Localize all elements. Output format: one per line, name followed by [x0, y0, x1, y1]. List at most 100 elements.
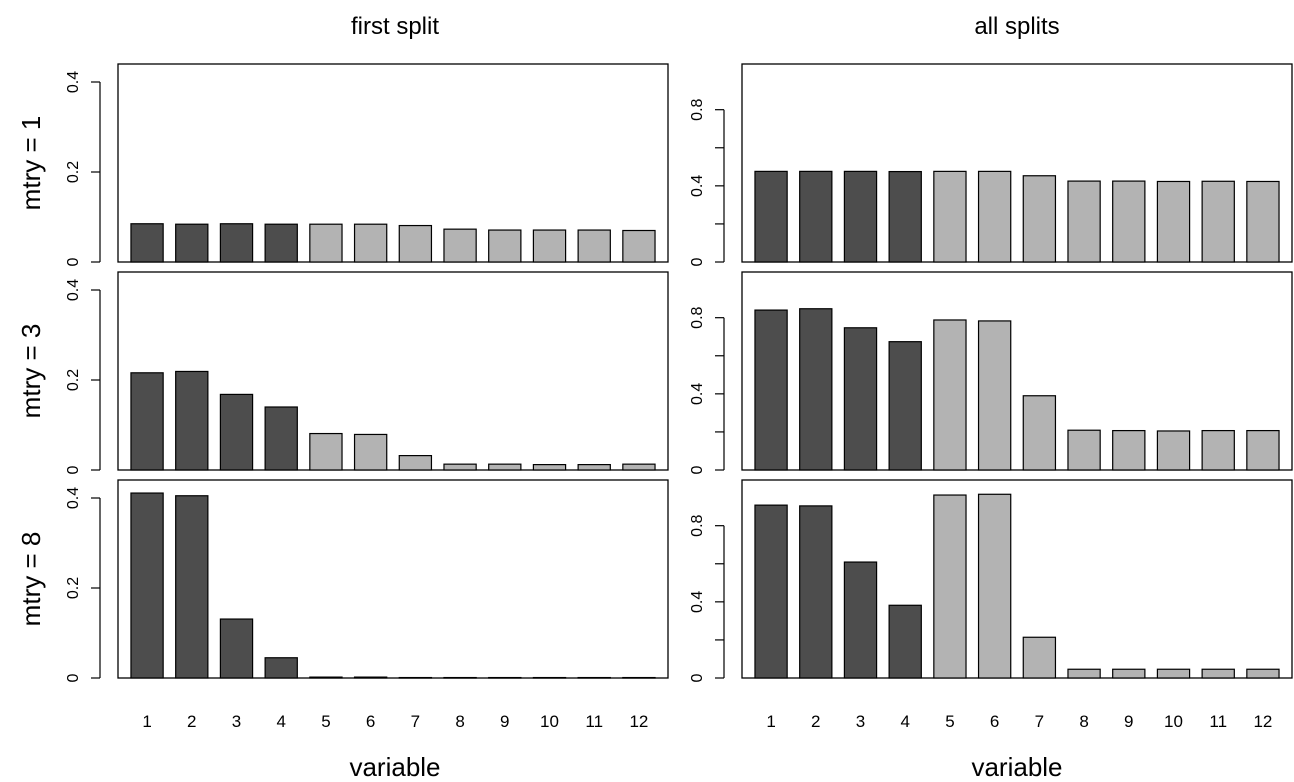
bar-variable-9 [488, 676, 522, 679]
bar-variable-6 [353, 676, 388, 679]
panel-first-split-row-2: 0 0.2 0.4 [65, 271, 669, 474]
x-tick-label: 10 [540, 712, 559, 731]
bar-variable-11 [1201, 180, 1235, 263]
bar-variable-7 [398, 676, 433, 679]
y-tick-label: 0.2 [65, 577, 82, 599]
bar-variable-6 [977, 493, 1012, 679]
row-label-mtry-8: mtry = 8 [16, 532, 46, 627]
bar-variable-8 [1067, 668, 1101, 679]
x-tick-label: 3 [232, 712, 241, 731]
y-tick-label: 0 [689, 257, 706, 266]
bar-variable-7 [1022, 395, 1057, 471]
bar-variable-12 [622, 676, 656, 679]
bar-variable-3 [843, 561, 878, 679]
bar-variable-11 [1201, 429, 1235, 471]
bar-variable-11 [1201, 668, 1235, 679]
bar-variable-1 [754, 309, 788, 471]
bar-variable-2 [799, 170, 833, 263]
bar-variable-6 [977, 320, 1012, 471]
row-label-mtry-1: mtry = 1 [16, 116, 46, 211]
bar-variable-2 [175, 223, 209, 263]
x-tick-label: 1 [766, 712, 775, 731]
bar-variable-8 [443, 676, 477, 679]
x-tick-label: 6 [366, 712, 375, 731]
bar-variable-12 [1246, 668, 1280, 679]
y-tick-label: 0.8 [689, 98, 706, 120]
bar-variable-4 [888, 604, 922, 679]
y-tick-label: 0.8 [689, 514, 706, 536]
bar-variable-1 [130, 223, 164, 263]
x-tick-label: 2 [187, 712, 196, 731]
x-tick-label: 10 [1164, 712, 1183, 731]
bar-variable-2 [799, 505, 833, 679]
bar-variable-2 [799, 308, 833, 471]
panel-frame [741, 479, 1293, 679]
panel-frame [117, 63, 669, 263]
y-tick-label: 0.2 [65, 369, 82, 391]
y-tick-label: 0.2 [65, 161, 82, 183]
x-tick-label: 4 [276, 712, 285, 731]
bar-variable-9 [1112, 180, 1146, 263]
y-tick-label: 0 [65, 465, 82, 474]
bar-variable-6 [977, 170, 1012, 263]
y-tick-label: 0.4 [689, 383, 706, 405]
bar-variable-8 [1067, 429, 1101, 471]
panel-frame [117, 479, 669, 679]
x-tick-label: 9 [1124, 712, 1133, 731]
bar-variable-12 [622, 229, 656, 263]
panel-all-splits-row-3: 00.40.81 2 3 4 5 6 7 8 9 10 11 12 [689, 479, 1293, 731]
bar-variable-3 [219, 393, 254, 471]
x-tick-label: 12 [629, 712, 648, 731]
panel-frame [741, 63, 1293, 263]
bar-variable-8 [443, 228, 477, 263]
y-tick-label: 0.8 [689, 306, 706, 328]
x-tick-label: 11 [1209, 712, 1227, 731]
bar-variable-5 [933, 170, 967, 263]
bar-variable-4 [888, 170, 922, 263]
bar-variable-4 [888, 341, 922, 471]
bar-variable-5 [309, 432, 343, 471]
bar-variable-7 [1022, 636, 1057, 679]
x-tick-label: 3 [856, 712, 865, 731]
x-tick-label: 4 [900, 712, 909, 731]
bar-variable-11 [577, 229, 611, 263]
bar-variable-12 [622, 463, 656, 471]
y-tick-label: 0 [65, 673, 82, 682]
bar-variable-3 [843, 170, 878, 263]
bar-variable-5 [933, 319, 967, 471]
bar-variable-2 [175, 495, 209, 679]
bar-variable-3 [219, 223, 254, 263]
x-tick-label: 5 [945, 712, 954, 731]
bar-variable-7 [1022, 175, 1057, 263]
panel-first-split-row-3: 00.20.41 2 3 4 5 6 7 8 9 10 11 12 [65, 479, 669, 731]
panel-first-split-row-1: 0 0.2 0.4 [65, 63, 669, 266]
bar-variable-3 [219, 618, 254, 679]
bar-variable-11 [577, 676, 611, 679]
bar-variable-10 [532, 676, 567, 679]
bar-variable-12 [1246, 180, 1280, 263]
x-tick-label: 7 [411, 712, 420, 731]
bar-variable-10 [532, 464, 567, 471]
bar-variable-1 [754, 504, 788, 679]
y-tick-label: 0.4 [65, 71, 82, 93]
row-label-mtry-3: mtry = 3 [16, 324, 46, 419]
bar-variable-1 [130, 372, 164, 471]
bar-variable-5 [933, 494, 967, 679]
bar-variable-1 [130, 492, 164, 679]
bar-variable-4 [264, 223, 298, 263]
x-tick-label: 2 [811, 712, 820, 731]
bar-variable-10 [1156, 180, 1191, 263]
x-tick-label: 7 [1035, 712, 1044, 731]
bar-variable-10 [1156, 668, 1191, 679]
column-title-all-splits: all splits [974, 13, 1059, 40]
bar-variable-9 [488, 463, 522, 471]
x-axis-label-right: variable [971, 752, 1062, 782]
bar-variable-8 [443, 463, 477, 471]
panel-frame [117, 271, 669, 471]
y-tick-label: 0.4 [65, 487, 82, 509]
x-axis-label-left: variable [349, 752, 440, 782]
bar-variable-6 [353, 433, 388, 471]
panel-all-splits-row-2: 0 0.4 0.8 [689, 271, 1293, 474]
x-tick-label: 8 [1079, 712, 1088, 731]
